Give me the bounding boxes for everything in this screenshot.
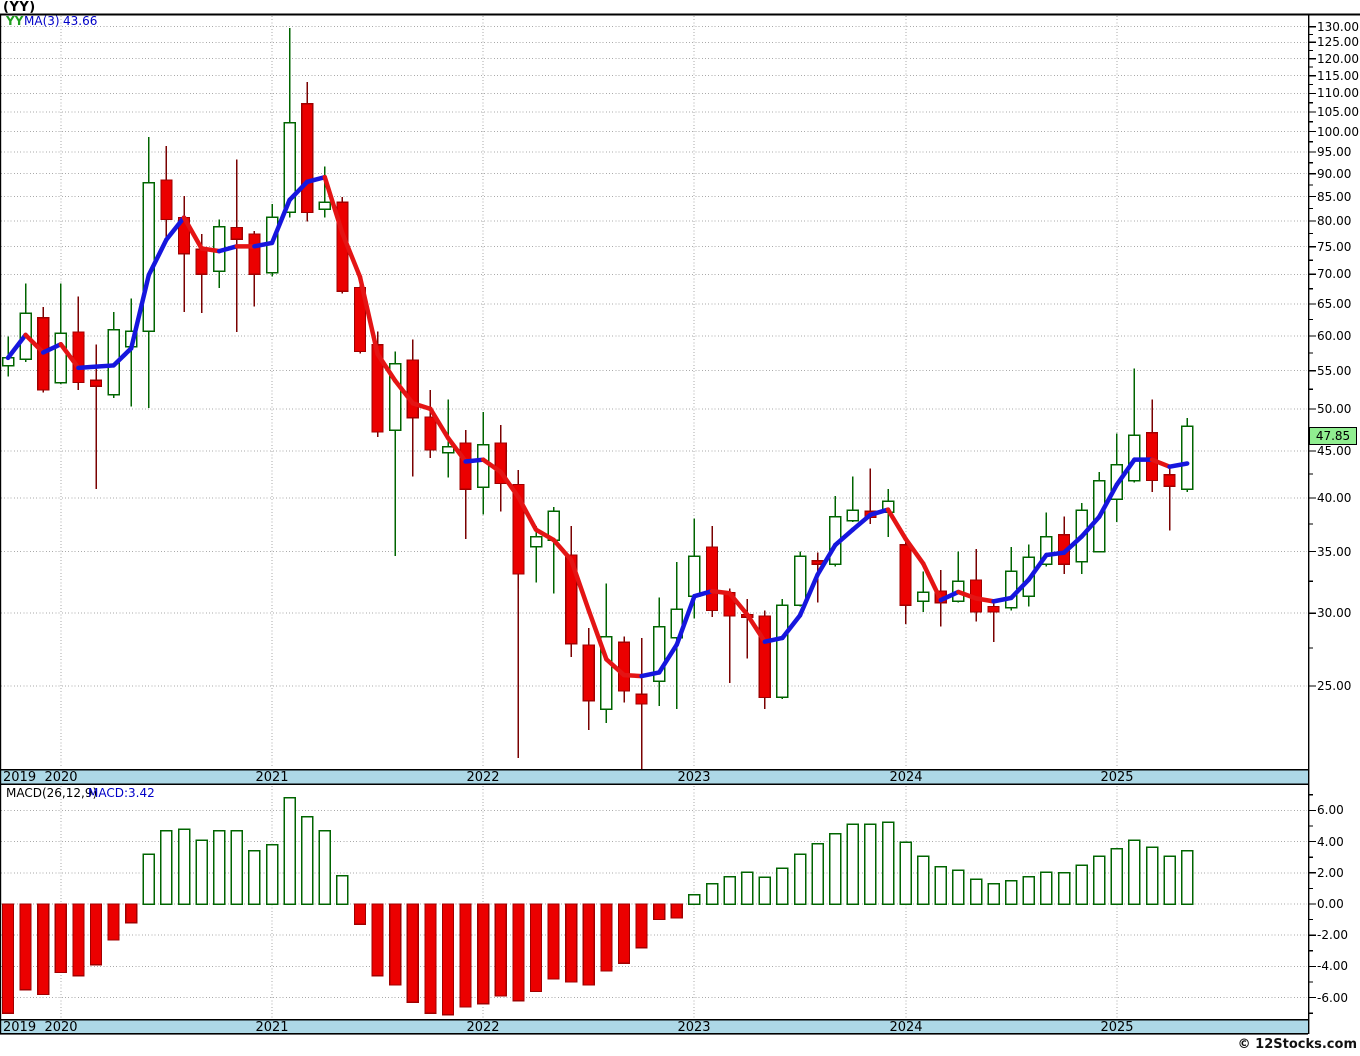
macd-axis-label: -2.00 xyxy=(1317,928,1349,943)
copyright-watermark: © 12Stocks.com xyxy=(1237,1037,1357,1052)
price-axis-label: 70.00 xyxy=(1317,267,1352,282)
macd-axis-label: -4.00 xyxy=(1317,959,1349,974)
legend-ma-value: 43.66 xyxy=(63,14,98,28)
price-axis-label: 115.00 xyxy=(1317,68,1359,83)
price-axis-label: 110.00 xyxy=(1317,86,1359,101)
price-axis-label: 65.00 xyxy=(1317,296,1352,311)
timeline-year-top: 2019 xyxy=(3,769,37,785)
timeline-year-bottom: 2023 xyxy=(677,1019,711,1035)
timeline-year-top: 2021 xyxy=(255,769,289,785)
price-axis-label: 85.00 xyxy=(1317,189,1352,204)
price-axis-label: 60.00 xyxy=(1317,328,1352,343)
price-axis-label: 95.00 xyxy=(1317,145,1352,160)
price-axis-label: 80.00 xyxy=(1317,213,1352,228)
price-axis-label: 105.00 xyxy=(1317,105,1359,120)
page-title: (YY) xyxy=(3,0,36,15)
price-axis-label: 30.00 xyxy=(1317,606,1352,621)
legend-ma-label: MA(3) xyxy=(24,14,60,28)
timeline-year-top: 2023 xyxy=(677,769,711,785)
timeline-year-top: 2025 xyxy=(1100,769,1134,785)
timeline-year-top: 2020 xyxy=(44,769,78,785)
timeline-year-bottom: 2019 xyxy=(3,1019,37,1035)
price-axis-label: 55.00 xyxy=(1317,363,1352,378)
macd-axis-label: 2.00 xyxy=(1317,865,1344,880)
timeline-year-top: 2024 xyxy=(889,769,923,785)
macd-axis-label: 6.00 xyxy=(1317,803,1344,818)
price-axis-label: 90.00 xyxy=(1317,166,1352,181)
macd-axis-label: 0.00 xyxy=(1317,897,1344,911)
price-axis-label: 40.00 xyxy=(1317,491,1352,506)
price-axis-label: 120.00 xyxy=(1317,51,1359,66)
price-axis-label: 50.00 xyxy=(1317,401,1352,416)
price-axis-label: 35.00 xyxy=(1317,544,1352,559)
timeline-year-bottom: 2020 xyxy=(44,1019,78,1035)
timeline-year-top: 2022 xyxy=(466,769,500,785)
timeline-year-bottom: 2025 xyxy=(1100,1019,1134,1035)
legend-symbol: YY xyxy=(6,14,24,28)
macd-axis-label: -6.00 xyxy=(1317,990,1349,1005)
price-axis-label: 25.00 xyxy=(1317,679,1352,694)
price-axis-label: 45.00 xyxy=(1317,444,1352,458)
price-axis-label: 125.00 xyxy=(1317,35,1359,50)
price-axis-label: 75.00 xyxy=(1317,239,1352,254)
price-axis-label: 130.00 xyxy=(1317,19,1359,34)
timeline-year-bottom: 2022 xyxy=(466,1019,500,1035)
price-axis-label: 100.00 xyxy=(1317,124,1359,139)
timeline-year-bottom: 2024 xyxy=(889,1019,923,1035)
macd-axis-label: 4.00 xyxy=(1317,834,1344,849)
macd-legend-value: MACD:3.42 xyxy=(88,786,155,800)
current-price-badge: 47.85 xyxy=(1309,427,1357,445)
macd-legend-label: MACD(26,12,9) xyxy=(6,786,98,800)
timeline-year-bottom: 2021 xyxy=(255,1019,289,1035)
